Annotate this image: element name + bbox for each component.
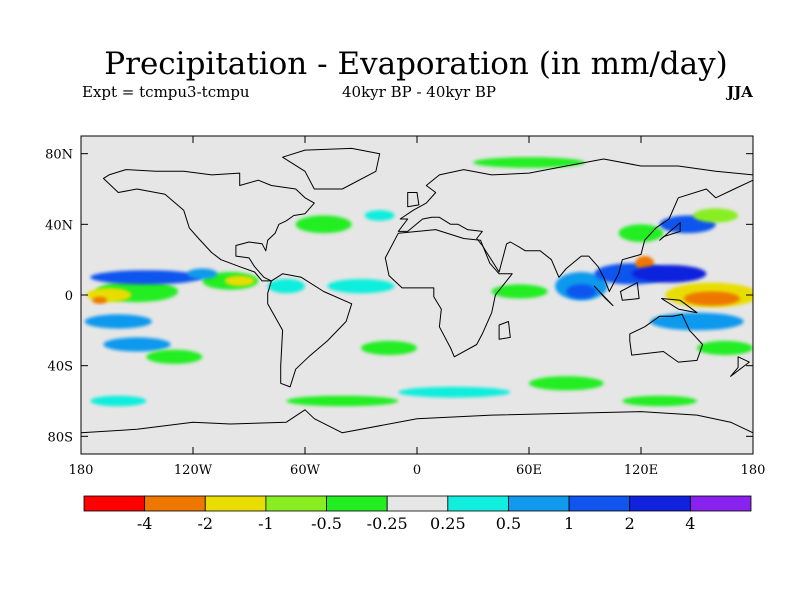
landmass-outline-13 <box>730 356 750 377</box>
lat-tick-label: 40S <box>48 360 73 375</box>
landmass-outline-7 <box>498 321 511 340</box>
field-patch-6 <box>146 349 203 364</box>
colorbar-label: 2 <box>625 514 635 533</box>
colorbar-label: -4 <box>137 514 153 533</box>
lon-tick-label: 0 <box>413 463 421 478</box>
field-patch-9 <box>187 268 218 280</box>
field-patch-17 <box>529 376 604 391</box>
colorbar-label: -2 <box>197 514 213 533</box>
field-patch-3 <box>90 270 203 285</box>
lon-tick-label: 120E <box>624 463 658 478</box>
season-label: JJA <box>727 83 753 101</box>
lat-tick-label: 40N <box>45 218 73 233</box>
landmass-outline-6 <box>81 409 753 454</box>
field-patch-4 <box>84 314 152 329</box>
field-patch-26 <box>683 291 740 306</box>
landmass-outline-9 <box>620 282 640 301</box>
lon-tick-label: 120W <box>174 463 213 478</box>
colorbar-label: 0.5 <box>496 514 521 533</box>
field-patch-21 <box>566 284 597 299</box>
colorbar-label: 4 <box>685 514 695 533</box>
landmass-outline-1 <box>282 147 381 190</box>
field-patch-24 <box>631 264 707 283</box>
field-patch-28 <box>697 340 753 356</box>
map-background <box>81 136 753 454</box>
colorbar-label: 0.25 <box>430 514 466 533</box>
colorbar-swatch <box>204 495 267 512</box>
lat-tick-label: 80S <box>48 430 73 445</box>
experiment-label: Expt = tcmpu3-tcmpu <box>82 83 250 101</box>
colorbar-label: -0.25 <box>367 514 408 533</box>
field-patch-14 <box>286 395 399 407</box>
field-patch-16 <box>398 386 511 398</box>
field-patch-15 <box>90 395 147 407</box>
field-patch-32 <box>473 157 585 168</box>
field-patch-8 <box>224 275 255 287</box>
chart-title: Precipitation - Evaporation (in mm/day) <box>104 46 728 82</box>
landmass-outline-10 <box>661 298 698 314</box>
lon-tick-label: 180 <box>741 463 766 478</box>
landmass-outline-3 <box>397 158 753 292</box>
field-patch-29 <box>618 224 664 243</box>
colorbar-swatch <box>326 495 388 512</box>
coastlines <box>81 147 753 454</box>
field-patch-13 <box>361 340 417 356</box>
colorbar-swatch <box>508 495 570 512</box>
colorbar-swatch <box>144 495 206 512</box>
colorbar-label: 1 <box>564 514 574 533</box>
colorbar-swatch <box>447 495 509 512</box>
landmass-outline-12 <box>659 222 681 241</box>
colorbar-swatch <box>83 495 146 512</box>
contour-fields <box>84 157 753 407</box>
map-axes: 80N 40N 0 40S 80S 180 120W 60W 0 60E 120E 180 <box>45 136 765 478</box>
lat-tick-label: 0 <box>65 289 73 304</box>
field-patch-27 <box>650 312 744 331</box>
field-patch-31 <box>693 208 739 223</box>
lon-tick-label: 60W <box>290 463 321 478</box>
lat-tick-label: 80N <box>45 148 73 163</box>
landmass-outline-4 <box>384 229 513 358</box>
landmass-outline-8 <box>593 285 614 307</box>
field-patch-10 <box>267 279 306 294</box>
colorbar-swatch <box>629 495 691 512</box>
lon-tick-label: 60E <box>516 463 542 478</box>
colorbar-swatch <box>386 495 449 512</box>
field-patch-18 <box>622 395 698 407</box>
field-patch-12 <box>327 279 395 294</box>
landmass-outline-2 <box>267 273 353 388</box>
colorbar-swatch <box>689 495 752 512</box>
colorbar-label: -0.5 <box>311 514 342 533</box>
time-period-label: 40kyr BP - 40kyr BP <box>342 83 497 101</box>
field-patch-11 <box>295 215 352 234</box>
landmass-outline-5 <box>629 313 704 363</box>
colorbar-swatch <box>265 495 327 512</box>
colorbar: -4 -2 -1 -0.5 -0.25 0.25 0.5 1 2 4 <box>83 495 752 533</box>
landmass-outline-0 <box>102 169 315 282</box>
field-patch-19 <box>491 284 548 299</box>
field-patch-2 <box>92 296 108 304</box>
colorbar-label: -1 <box>258 514 274 533</box>
lon-tick-label: 180 <box>69 463 94 478</box>
field-patch-33 <box>364 210 395 221</box>
colorbar-swatch <box>568 495 631 512</box>
field-patch-5 <box>103 337 171 352</box>
landmass-outline-11 <box>407 192 420 208</box>
